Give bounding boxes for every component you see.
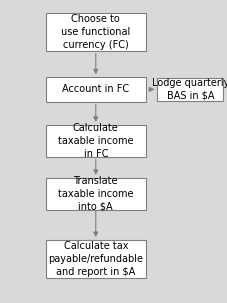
Text: Calculate tax
payable/refundable
and report in $A: Calculate tax payable/refundable and rep… <box>48 241 143 277</box>
FancyBboxPatch shape <box>45 13 145 51</box>
FancyBboxPatch shape <box>45 240 145 278</box>
Text: Calculate
taxable income
in FC: Calculate taxable income in FC <box>58 123 133 159</box>
Text: Choose to
use functional
currency (FC): Choose to use functional currency (FC) <box>61 14 130 50</box>
FancyBboxPatch shape <box>45 77 145 102</box>
Text: Translate
taxable income
into $A: Translate taxable income into $A <box>58 176 133 212</box>
FancyBboxPatch shape <box>45 125 145 157</box>
FancyBboxPatch shape <box>45 178 145 210</box>
Text: Account in FC: Account in FC <box>62 84 129 95</box>
Text: Lodge quarterly
BAS in $A: Lodge quarterly BAS in $A <box>151 78 227 101</box>
FancyBboxPatch shape <box>157 78 222 101</box>
